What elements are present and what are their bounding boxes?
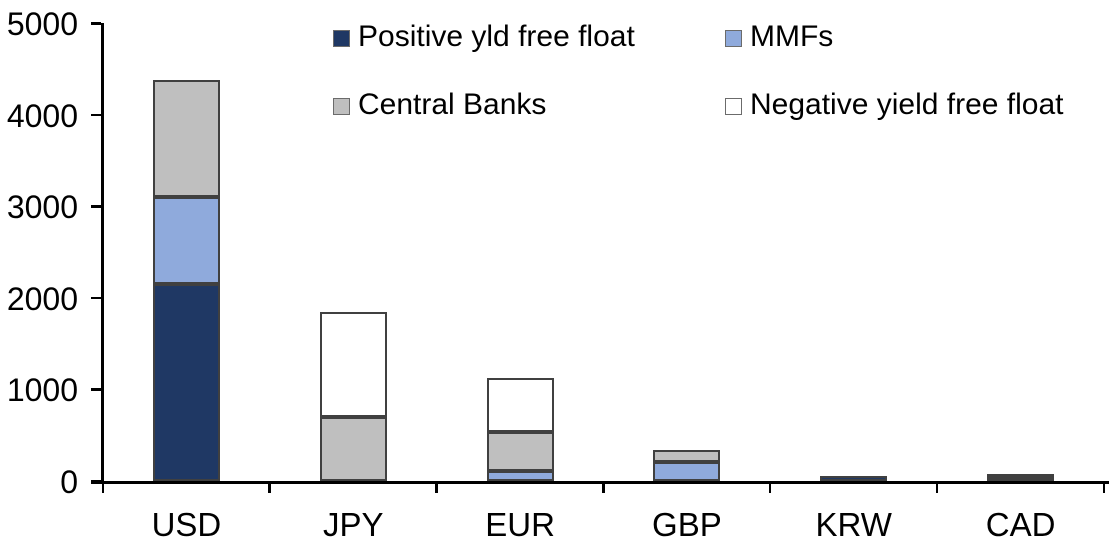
legend-item-central-banks: Central Banks <box>333 90 546 122</box>
bar-segment-jpy-negative-yield-free-float <box>319 311 387 417</box>
legend-label-mmfs: MMFs <box>750 20 834 53</box>
x-axis-category-label: GBP <box>652 506 722 543</box>
y-axis-tick <box>91 113 101 117</box>
x-axis-tick <box>935 484 939 493</box>
x-axis-tick <box>768 484 772 493</box>
bar-segment-eur-central-banks <box>486 431 554 471</box>
bar-segment-gbp-mmfs <box>653 461 721 481</box>
bar-segment-eur-negative-yield-free-float <box>486 378 554 432</box>
x-axis-category-label: EUR <box>485 506 555 543</box>
bar-segment-usd-positive-yld-free-float <box>152 284 220 481</box>
y-axis-tick-label: 4000 <box>6 97 78 134</box>
y-axis-tick <box>91 205 101 208</box>
bar-segment-eur-mmfs <box>486 470 554 481</box>
y-axis-tick-label: 0 <box>60 464 78 500</box>
legend-swatch-positive-yld-free-float-icon <box>333 29 350 47</box>
legend-item-negative-yield-free-float: Negative yield free float <box>725 90 1064 122</box>
bar-segment-usd-mmfs <box>152 197 220 285</box>
y-axis-tick-label: 5000 <box>6 6 78 42</box>
x-axis-category-label: JPY <box>322 506 384 543</box>
x-axis-tick <box>101 484 104 493</box>
legend-swatch-mmfs-icon <box>725 29 742 47</box>
x-axis-category-label: KRW <box>815 506 892 543</box>
y-axis-tick <box>91 296 101 300</box>
x-axis-line <box>91 481 1109 484</box>
x-axis-category-label: CAD <box>985 506 1056 543</box>
legend-item-positive-yld-free-float: Positive yld free float <box>333 22 635 54</box>
y-axis-line <box>101 23 104 484</box>
legend-swatch-central-banks-icon <box>333 97 350 115</box>
legend-label-central-banks: Central Banks <box>358 88 547 121</box>
legend-label-positive-yld-free-float: Positive yld free float <box>358 20 635 53</box>
bar-segment-usd-central-banks <box>152 79 220 198</box>
y-axis-tick-label: 3000 <box>6 189 78 226</box>
bar-segment-cad-central-banks <box>987 474 1055 479</box>
bar-segment-jpy-central-banks <box>319 416 387 481</box>
x-axis-tick <box>1102 484 1105 493</box>
y-axis-tick <box>91 22 101 25</box>
y-axis-tick <box>91 388 101 391</box>
y-axis-tick-label: 1000 <box>6 372 78 409</box>
x-axis-category-label: USD <box>151 506 222 543</box>
x-axis-tick <box>602 484 605 493</box>
legend-swatch-negative-yield-free-float-icon <box>725 97 742 115</box>
bar-segment-krw-positive-yld-free-float <box>820 476 888 481</box>
x-axis-tick <box>435 484 438 493</box>
legend-item-mmfs: MMFs <box>725 22 833 54</box>
x-axis-tick <box>268 484 271 493</box>
y-axis-tick-label: 2000 <box>6 280 78 317</box>
legend-label-negative-yield-free-float: Negative yield free float <box>750 88 1064 121</box>
y-axis-tick <box>91 480 101 483</box>
bar-segment-gbp-central-banks <box>653 449 721 462</box>
